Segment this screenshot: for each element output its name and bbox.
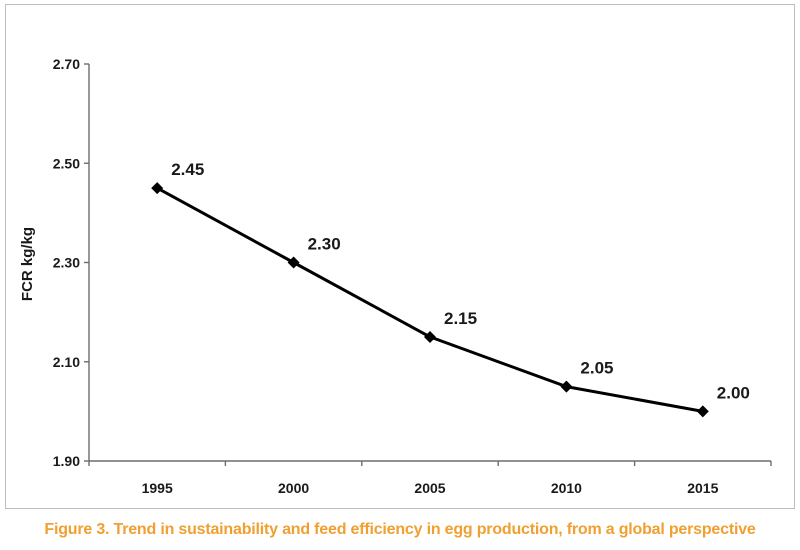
- chart-frame: 1.90 2.10 2.30 2.50 2.70 1995 2000 2005 2010 201…: [5, 4, 795, 509]
- y-tick-label: 2.30: [53, 255, 80, 271]
- y-axis-title: FCR kg/kg: [19, 227, 36, 301]
- x-axis: 1995 2000 2005 2010 2015: [88, 460, 772, 496]
- y-tick-label: 2.10: [53, 354, 80, 370]
- chart-plot: 1.90 2.10 2.30 2.50 2.70 1995 2000 2005 2010 201…: [19, 56, 772, 496]
- data-point-marker: [424, 330, 436, 343]
- figure-caption: Figure 3. Trend in sustainability and fe…: [44, 521, 756, 538]
- x-tick-label: 2005: [414, 480, 445, 496]
- y-axis: 1.90 2.10 2.30 2.50 2.70: [53, 56, 90, 469]
- data-series: 2.45 2.30 2.15 2.05 2.00: [151, 160, 750, 418]
- x-tick-label: 1995: [142, 480, 173, 496]
- data-label: 2.15: [444, 309, 477, 328]
- data-label: 2.45: [171, 160, 204, 179]
- data-point-marker: [151, 182, 164, 195]
- x-tick-label: 2010: [551, 480, 582, 496]
- y-tick-label: 2.70: [53, 56, 80, 72]
- data-point-marker: [696, 405, 709, 418]
- data-label: 2.30: [308, 235, 341, 254]
- data-label: 2.00: [717, 383, 750, 402]
- x-tick-label: 2000: [278, 480, 309, 496]
- series-line: [155, 186, 705, 413]
- data-label: 2.05: [580, 359, 613, 378]
- data-point-marker: [287, 256, 300, 269]
- y-tick-label: 2.50: [53, 155, 80, 171]
- data-point-marker: [560, 380, 573, 393]
- x-tick-label: 2015: [687, 480, 718, 496]
- y-tick-label: 1.90: [53, 453, 80, 469]
